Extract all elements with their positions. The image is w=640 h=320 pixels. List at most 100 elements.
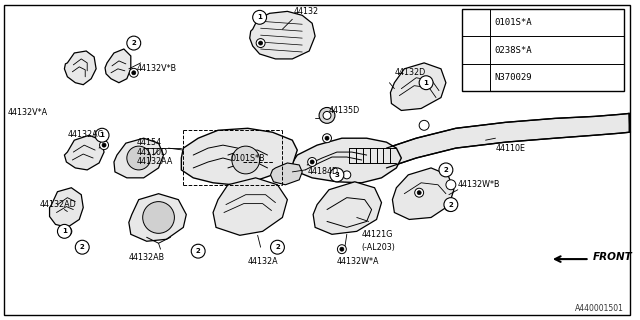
Text: 3: 3	[473, 73, 478, 82]
Text: 44110E: 44110E	[495, 144, 525, 153]
Polygon shape	[313, 182, 381, 234]
Circle shape	[127, 36, 141, 50]
Text: (-AL203): (-AL203)	[362, 243, 396, 252]
Text: 44132AB: 44132AB	[129, 252, 165, 262]
Text: 2: 2	[444, 167, 448, 173]
Polygon shape	[213, 178, 287, 235]
Circle shape	[415, 188, 424, 197]
Text: 1: 1	[473, 19, 478, 28]
Circle shape	[444, 198, 458, 212]
Circle shape	[439, 163, 453, 177]
Circle shape	[330, 168, 344, 182]
Circle shape	[444, 202, 453, 211]
Text: 44132V*B: 44132V*B	[137, 64, 177, 73]
Text: 2: 2	[473, 45, 478, 54]
Text: 44154: 44154	[137, 138, 162, 147]
Circle shape	[80, 245, 84, 249]
Polygon shape	[250, 12, 315, 59]
Polygon shape	[181, 128, 297, 185]
Circle shape	[129, 68, 138, 77]
Text: FRONT: FRONT	[593, 252, 632, 262]
Circle shape	[323, 134, 332, 143]
Circle shape	[253, 10, 266, 24]
Text: 1: 1	[62, 228, 67, 234]
Text: 2: 2	[196, 248, 200, 254]
Circle shape	[95, 128, 109, 142]
Text: 1: 1	[424, 80, 429, 86]
Circle shape	[143, 202, 175, 233]
Circle shape	[191, 244, 205, 258]
Text: 44132W*A: 44132W*A	[337, 257, 380, 266]
Circle shape	[76, 240, 89, 254]
Text: 2: 2	[80, 244, 84, 250]
Text: 3: 3	[335, 172, 339, 178]
Circle shape	[275, 245, 280, 249]
Text: 1: 1	[257, 14, 262, 20]
Circle shape	[308, 157, 317, 166]
Circle shape	[337, 245, 346, 254]
Text: 44135D: 44135D	[329, 106, 360, 115]
Text: A440001501: A440001501	[575, 304, 624, 313]
Circle shape	[273, 243, 282, 252]
Polygon shape	[105, 49, 131, 83]
Text: 2: 2	[449, 202, 453, 208]
Text: 44184D: 44184D	[307, 167, 339, 176]
Circle shape	[468, 15, 484, 31]
Text: 44132AC: 44132AC	[67, 130, 104, 139]
Bar	[462, 9, 624, 91]
Circle shape	[419, 76, 433, 90]
Circle shape	[319, 108, 335, 123]
Text: 44121G: 44121G	[362, 230, 393, 239]
Circle shape	[447, 204, 451, 209]
Text: 44132W*B: 44132W*B	[458, 180, 500, 189]
Text: 0238S*A: 0238S*A	[495, 45, 532, 54]
Circle shape	[259, 41, 262, 45]
Text: N370029: N370029	[495, 73, 532, 82]
Polygon shape	[114, 138, 163, 178]
Text: 1: 1	[100, 132, 104, 138]
Text: 0101S*B: 0101S*B	[231, 154, 266, 163]
Text: 2: 2	[131, 40, 136, 46]
Polygon shape	[271, 163, 302, 185]
Text: 44132A: 44132A	[248, 257, 278, 266]
Circle shape	[102, 143, 106, 147]
Circle shape	[417, 191, 421, 195]
Polygon shape	[65, 51, 96, 85]
Circle shape	[65, 229, 69, 233]
Polygon shape	[387, 113, 629, 168]
Circle shape	[325, 136, 329, 140]
Circle shape	[310, 160, 314, 164]
Circle shape	[100, 141, 109, 149]
Text: 44132D: 44132D	[394, 68, 426, 77]
Text: 44110D: 44110D	[137, 148, 168, 156]
Circle shape	[232, 146, 260, 174]
Text: 44132AA: 44132AA	[137, 157, 173, 166]
Circle shape	[196, 247, 200, 251]
Circle shape	[78, 243, 86, 252]
Polygon shape	[292, 138, 401, 183]
Circle shape	[446, 180, 456, 190]
Polygon shape	[49, 188, 83, 228]
Circle shape	[271, 240, 284, 254]
Circle shape	[340, 247, 344, 251]
Polygon shape	[129, 194, 186, 241]
Text: 2: 2	[275, 244, 280, 250]
Text: 44132V*A: 44132V*A	[8, 108, 48, 117]
Circle shape	[256, 39, 265, 48]
Text: 44132AD: 44132AD	[40, 200, 76, 209]
Text: 0101S*A: 0101S*A	[495, 19, 532, 28]
Circle shape	[127, 146, 150, 170]
Circle shape	[419, 120, 429, 130]
Polygon shape	[392, 168, 454, 220]
Circle shape	[343, 171, 351, 179]
Polygon shape	[65, 135, 104, 170]
Circle shape	[194, 245, 203, 254]
Circle shape	[468, 42, 484, 58]
Circle shape	[63, 227, 72, 236]
Text: 44132: 44132	[293, 7, 319, 16]
Circle shape	[132, 71, 136, 75]
Circle shape	[468, 69, 484, 85]
Circle shape	[58, 224, 71, 238]
Polygon shape	[390, 63, 446, 110]
Circle shape	[323, 111, 331, 119]
